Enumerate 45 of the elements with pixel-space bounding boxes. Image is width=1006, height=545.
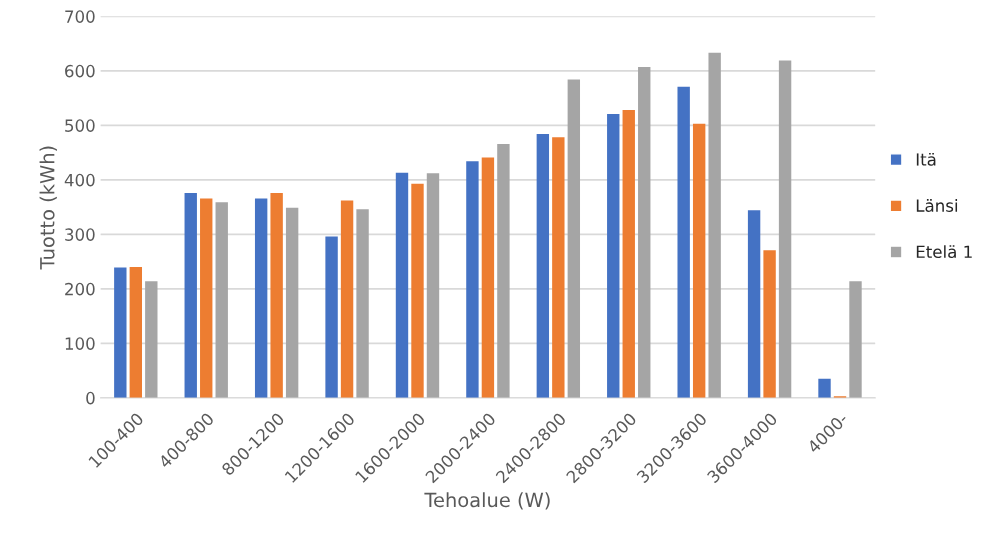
bar <box>285 207 299 398</box>
bar <box>849 281 862 398</box>
bar <box>638 67 651 398</box>
bar <box>552 137 565 398</box>
bar <box>778 60 792 398</box>
y-tick-label: 700 <box>65 10 95 23</box>
bar <box>466 161 479 398</box>
y-axis-title: Tuotto (kWh) <box>39 146 57 270</box>
bar <box>607 113 620 398</box>
bar <box>567 79 581 398</box>
bar <box>356 209 369 398</box>
bar <box>536 134 550 398</box>
bar <box>270 192 283 398</box>
x-axis-title: Tehoalue (W) <box>424 492 550 510</box>
y-tick-label: 400 <box>64 173 95 187</box>
y-tick-label: 500 <box>65 119 95 132</box>
bar <box>340 200 354 398</box>
legend-label: Etelä 1 <box>916 245 972 259</box>
bar <box>395 172 409 398</box>
y-tick-label: 600 <box>65 64 95 78</box>
bar <box>200 198 213 398</box>
bar <box>184 192 197 398</box>
y-tick-label: 0 <box>86 391 95 405</box>
bar <box>708 52 721 398</box>
legend-label: Itä <box>916 152 936 166</box>
bar <box>677 86 690 398</box>
bar <box>497 143 510 398</box>
legend-label: Länsi <box>916 199 958 212</box>
bar <box>411 183 424 398</box>
bar <box>481 157 495 398</box>
bar <box>426 173 440 398</box>
bar <box>325 236 338 398</box>
y-tick-label: 100 <box>65 337 95 350</box>
bar <box>763 250 776 398</box>
bar <box>145 281 158 398</box>
bar <box>129 267 143 398</box>
bar <box>622 110 635 398</box>
bar <box>114 267 127 398</box>
bar <box>215 202 228 398</box>
bar <box>747 210 761 398</box>
bar <box>692 123 706 398</box>
y-tick-label: 200 <box>65 282 95 296</box>
bar <box>818 378 831 398</box>
y-tick-label: 300 <box>65 228 95 241</box>
bar <box>254 198 268 398</box>
